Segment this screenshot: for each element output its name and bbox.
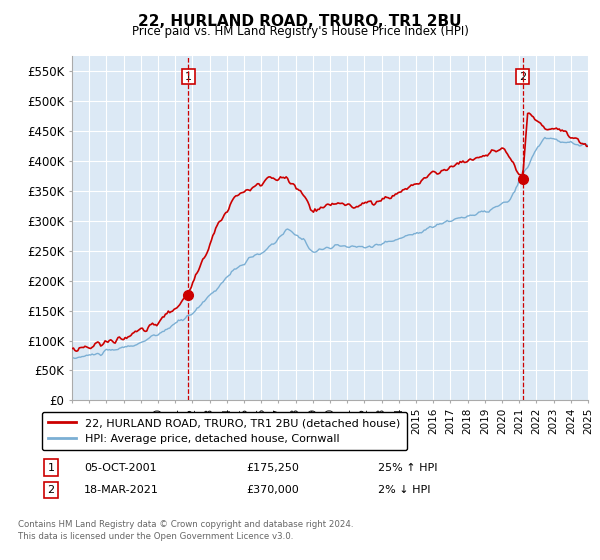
Text: 1: 1 bbox=[185, 72, 192, 82]
Text: 25% ↑ HPI: 25% ↑ HPI bbox=[378, 463, 437, 473]
Text: This data is licensed under the Open Government Licence v3.0.: This data is licensed under the Open Gov… bbox=[18, 532, 293, 541]
Legend: 22, HURLAND ROAD, TRURO, TR1 2BU (detached house), HPI: Average price, detached : 22, HURLAND ROAD, TRURO, TR1 2BU (detach… bbox=[41, 412, 407, 450]
Text: 1: 1 bbox=[47, 463, 55, 473]
Text: 18-MAR-2021: 18-MAR-2021 bbox=[84, 485, 159, 495]
Text: 2: 2 bbox=[519, 72, 526, 82]
Text: Price paid vs. HM Land Registry's House Price Index (HPI): Price paid vs. HM Land Registry's House … bbox=[131, 25, 469, 38]
Text: 2% ↓ HPI: 2% ↓ HPI bbox=[378, 485, 431, 495]
Text: 05-OCT-2001: 05-OCT-2001 bbox=[84, 463, 157, 473]
Text: 2: 2 bbox=[47, 485, 55, 495]
Text: £175,250: £175,250 bbox=[246, 463, 299, 473]
Text: £370,000: £370,000 bbox=[246, 485, 299, 495]
Text: 22, HURLAND ROAD, TRURO, TR1 2BU: 22, HURLAND ROAD, TRURO, TR1 2BU bbox=[138, 14, 462, 29]
Text: Contains HM Land Registry data © Crown copyright and database right 2024.: Contains HM Land Registry data © Crown c… bbox=[18, 520, 353, 529]
